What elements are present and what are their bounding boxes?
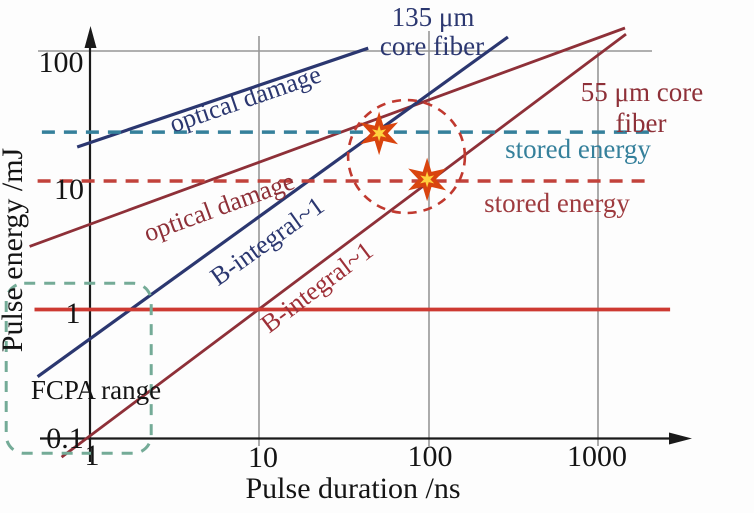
optical-damage-135-label: optical damage xyxy=(166,60,325,139)
x-axis-arrow-icon xyxy=(669,432,692,445)
stored-energy-135-label: stored energy xyxy=(505,134,651,164)
series-b-integral-55 xyxy=(60,32,627,459)
fiber-135-label-line2: core fiber xyxy=(380,31,484,61)
x-tick-100: 100 xyxy=(408,440,453,473)
stored-energy-55-label: stored energy xyxy=(484,188,630,218)
y-tick-0_1: 0.1 xyxy=(46,422,84,455)
series-lines xyxy=(29,26,671,459)
axes xyxy=(40,42,674,462)
fcpa-range-label: FCPA range xyxy=(31,375,161,405)
x-axis-title: Pulse duration /ns xyxy=(246,472,461,505)
series-b-integral-135 xyxy=(36,35,509,378)
x-tick-1000: 1000 xyxy=(567,440,627,473)
x-tick-1: 1 xyxy=(85,439,100,472)
annotation-shapes xyxy=(4,98,467,455)
series-optical-damage-135 xyxy=(76,46,369,149)
y-axis-arrow-icon xyxy=(84,26,97,48)
x-tick-10: 10 xyxy=(248,441,278,474)
fcpa-range-box xyxy=(4,281,153,455)
star-marker-star-55-icon xyxy=(408,157,447,202)
y-axis-title: Pulse energy /mJ xyxy=(0,147,29,352)
y-tick-100: 100 xyxy=(39,46,84,79)
y-tick-1: 1 xyxy=(66,297,81,330)
star-marker-star-135-icon xyxy=(360,111,399,156)
fiber-135-label-line1: 135 μm xyxy=(392,2,475,32)
series-optical-damage-55 xyxy=(29,26,626,248)
fiber-55-label-line2: fiber xyxy=(616,108,667,138)
highlight-ellipse xyxy=(346,98,467,215)
y-tick-10: 10 xyxy=(54,173,84,206)
fiber-55-label-line1: 55 μm core xyxy=(581,77,703,107)
